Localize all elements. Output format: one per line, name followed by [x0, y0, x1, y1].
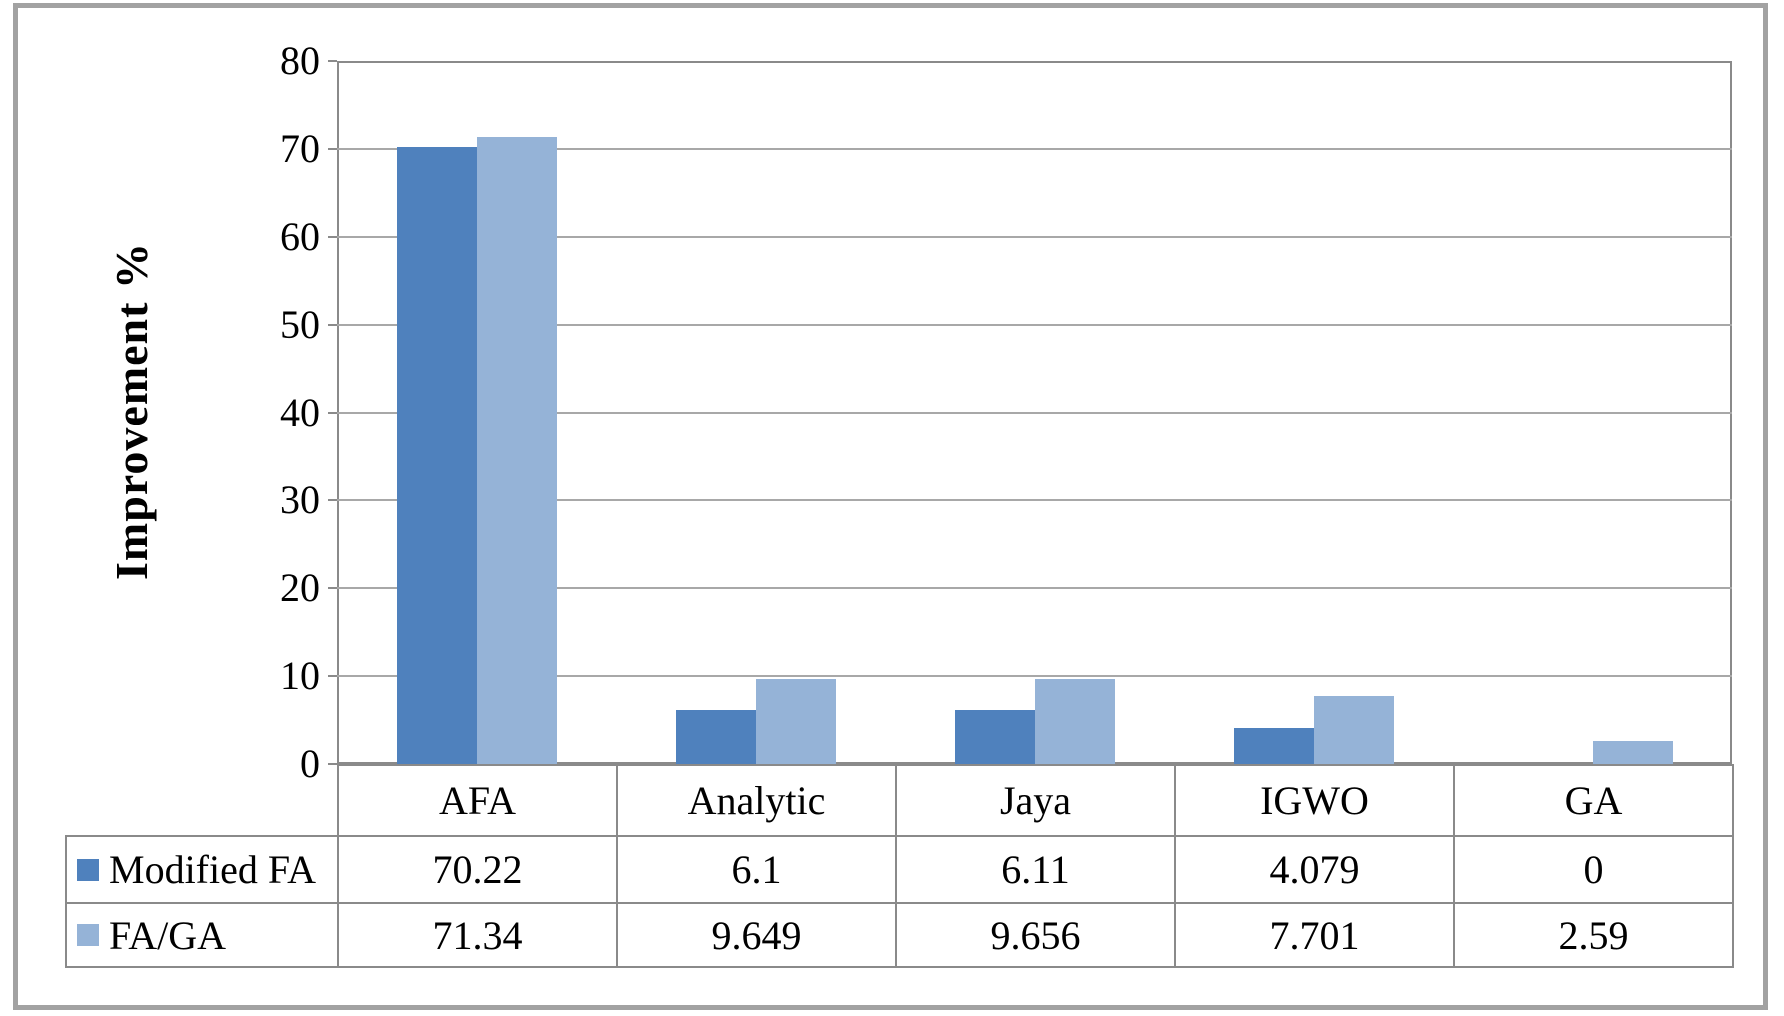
category-cell: GA	[1453, 764, 1734, 835]
y-tick-label: 10	[280, 653, 320, 699]
value-cell: 4.079	[1174, 835, 1453, 902]
y-tick-label: 30	[280, 477, 320, 523]
legend-cell: Modified FA	[65, 835, 337, 902]
bar-modified-fa-igwo	[1233, 728, 1314, 764]
gridline	[337, 323, 1732, 326]
y-tick-label: 40	[280, 389, 320, 435]
y-tick-label: 80	[280, 38, 320, 83]
legend-label: Modified FA	[109, 847, 317, 892]
value-cell: 0	[1453, 835, 1734, 902]
value-cell: 70.22	[337, 835, 616, 902]
legend-swatch-modified-fa	[77, 858, 99, 881]
bar-modified-fa-afa	[396, 146, 477, 764]
y-axis-tick-mark	[328, 323, 337, 326]
figure-border	[13, 3, 1768, 1010]
gridline	[337, 587, 1732, 590]
y-tick-label: 0	[300, 741, 320, 786]
y-tick-label: 60	[280, 213, 320, 259]
y-tick-label: 70	[280, 125, 320, 171]
y-axis-tick-mark	[328, 763, 337, 765]
legend-cell: FA/GA	[65, 902, 337, 968]
value-cell: 6.1	[616, 835, 895, 902]
category-cell: Jaya	[895, 764, 1174, 835]
gridline	[337, 499, 1732, 502]
legend-swatch-fa-ga	[77, 924, 99, 946]
y-axis-tick-mark	[328, 60, 337, 62]
y-axis-tick-mark	[328, 499, 337, 502]
gridline	[337, 147, 1732, 150]
category-cell: Analytic	[616, 764, 895, 835]
bar-modified-fa-analytic	[675, 710, 756, 764]
gridline	[337, 675, 1732, 678]
bar-modified-fa-jaya	[954, 710, 1035, 764]
bar-fa-ga-analytic	[755, 679, 836, 764]
category-cell: AFA	[337, 764, 616, 835]
category-cell: IGWO	[1174, 764, 1453, 835]
bar-fa-ga-afa	[476, 137, 557, 764]
value-cell: 9.656	[895, 902, 1174, 968]
value-cell: 9.649	[616, 902, 895, 968]
y-tick-label: 50	[280, 301, 320, 347]
value-cell: 2.59	[1453, 902, 1734, 968]
legend-label: FA/GA	[109, 912, 227, 958]
y-axis-tick-mark	[328, 675, 337, 678]
y-axis-tick-mark	[328, 147, 337, 150]
value-cell: 71.34	[337, 902, 616, 968]
y-axis-title: Improvement %	[106, 242, 157, 580]
gridline	[337, 235, 1732, 238]
y-axis-tick-mark	[328, 235, 337, 238]
y-axis-tick-mark	[328, 411, 337, 414]
y-tick-label: 20	[280, 565, 320, 611]
value-cell: 7.701	[1174, 902, 1453, 968]
value-cell: 6.11	[895, 835, 1174, 902]
bar-fa-ga-ga	[1592, 741, 1673, 764]
y-axis-tick-mark	[328, 587, 337, 590]
bar-fa-ga-igwo	[1313, 696, 1394, 764]
bar-fa-ga-jaya	[1034, 679, 1115, 764]
gridline	[337, 411, 1732, 414]
